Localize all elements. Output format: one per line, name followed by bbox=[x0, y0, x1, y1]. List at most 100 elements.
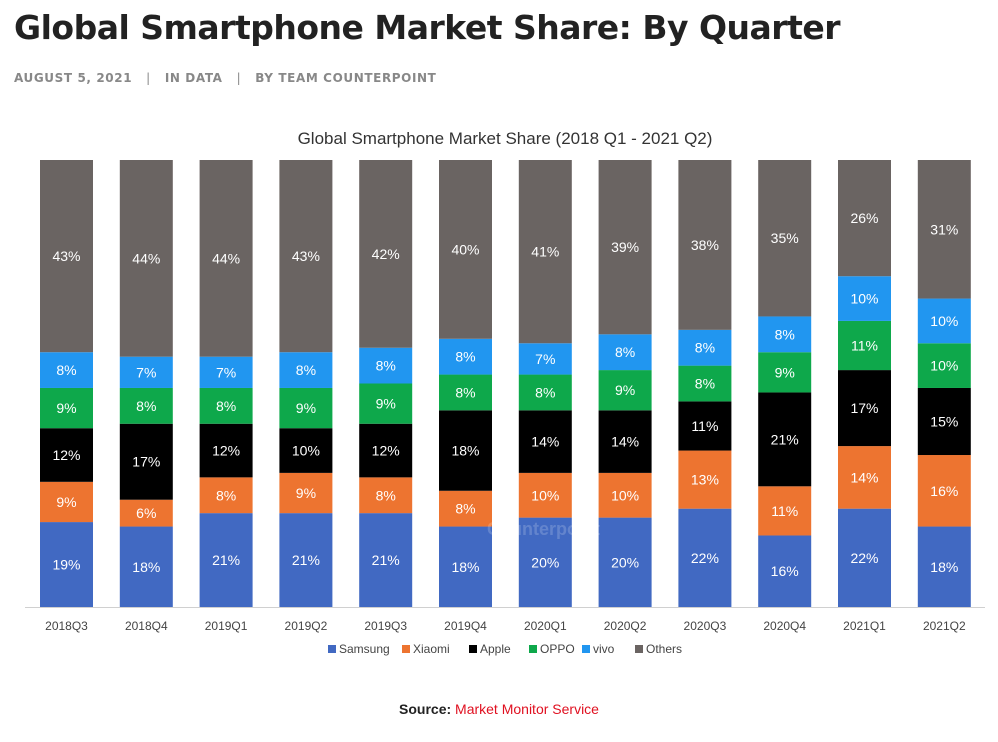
watermark-logo: Counterpoint bbox=[487, 519, 600, 539]
data-label: 7% bbox=[216, 364, 236, 380]
bar-segment-oppo bbox=[439, 374, 492, 411]
data-label: 8% bbox=[535, 384, 555, 400]
data-label: 8% bbox=[455, 384, 475, 400]
data-label: 8% bbox=[56, 362, 76, 378]
bar-segment-vivo bbox=[678, 329, 732, 366]
data-label: 7% bbox=[535, 351, 555, 367]
data-label: 11% bbox=[771, 503, 798, 519]
x-tick-label: 2018Q3 bbox=[45, 619, 88, 633]
legend-swatch-oppo bbox=[529, 645, 537, 653]
data-label: 9% bbox=[615, 382, 635, 398]
data-label: 14% bbox=[611, 434, 639, 450]
legend-label-vivo: vivo bbox=[593, 642, 615, 656]
legend-swatch-others bbox=[635, 645, 643, 653]
post-date: AUGUST 5, 2021 bbox=[14, 71, 133, 85]
x-tick-label: 2020Q1 bbox=[524, 619, 567, 633]
data-label: 18% bbox=[132, 559, 160, 575]
bar-segment-others bbox=[40, 160, 93, 353]
data-label: 21% bbox=[372, 552, 400, 568]
bar-segment-xiaomi bbox=[758, 486, 812, 536]
data-label: 8% bbox=[376, 358, 396, 374]
bar-segment-oppo bbox=[917, 343, 971, 388]
data-label: 18% bbox=[930, 559, 958, 575]
data-label: 31% bbox=[930, 221, 958, 237]
bar-segment-samsung bbox=[758, 535, 812, 607]
bar-segment-apple bbox=[678, 401, 732, 451]
x-tick-label: 2021Q2 bbox=[923, 619, 966, 633]
data-label: 9% bbox=[296, 485, 316, 501]
legend-swatch-apple bbox=[469, 645, 477, 653]
bar-segment-xiaomi bbox=[119, 499, 173, 527]
bar-segment-others bbox=[758, 160, 812, 317]
bar-segment-apple bbox=[838, 370, 891, 447]
data-label: 10% bbox=[930, 313, 958, 329]
post-author[interactable]: BY TEAM COUNTERPOINT bbox=[255, 71, 437, 85]
bar-segment-apple bbox=[518, 410, 572, 473]
bar-segment-vivo bbox=[598, 334, 652, 371]
x-tick-label: 2021Q1 bbox=[843, 619, 886, 633]
bar-segment-vivo bbox=[359, 347, 413, 384]
data-label: 8% bbox=[615, 344, 635, 360]
bar-segment-vivo bbox=[838, 276, 891, 321]
bar-segment-oppo bbox=[678, 365, 732, 402]
bar-segment-others bbox=[439, 160, 492, 339]
bar-segment-apple bbox=[439, 410, 492, 491]
data-label: 14% bbox=[850, 469, 878, 485]
bar-segment-others bbox=[518, 160, 572, 344]
data-label: 42% bbox=[372, 246, 400, 262]
legend-swatch-vivo bbox=[582, 645, 590, 653]
bar-segment-oppo bbox=[518, 374, 572, 411]
source-link[interactable]: Market Monitor Service bbox=[455, 701, 599, 717]
bar-segment-samsung bbox=[678, 508, 732, 607]
data-label: 8% bbox=[695, 376, 715, 392]
data-label: 10% bbox=[292, 443, 320, 459]
legend-label-apple: Apple bbox=[480, 642, 511, 656]
bar-segment-xiaomi bbox=[439, 490, 492, 527]
bar-segment-xiaomi bbox=[838, 446, 891, 509]
data-label: 8% bbox=[695, 340, 715, 356]
x-tick-label: 2020Q3 bbox=[684, 619, 727, 633]
legend-swatch-xiaomi bbox=[402, 645, 410, 653]
data-label: 10% bbox=[930, 358, 958, 374]
x-tick-label: 2020Q2 bbox=[604, 619, 647, 633]
data-label: 8% bbox=[216, 398, 236, 414]
post-category[interactable]: IN DATA bbox=[164, 71, 223, 85]
bar-segment-others bbox=[838, 160, 891, 277]
data-label: 9% bbox=[296, 400, 316, 416]
data-label: 40% bbox=[451, 241, 479, 257]
bar-segment-others bbox=[199, 160, 253, 357]
data-label: 22% bbox=[850, 550, 878, 566]
bar-segment-vivo bbox=[119, 356, 173, 388]
bar-segment-vivo bbox=[917, 298, 971, 344]
data-label: 8% bbox=[455, 501, 475, 517]
data-label: 44% bbox=[212, 250, 240, 266]
source-line: Source: Market Monitor Service bbox=[0, 701, 998, 717]
bar-segment-samsung bbox=[917, 526, 971, 607]
bar-segment-others bbox=[917, 160, 971, 299]
data-label: 38% bbox=[691, 237, 719, 253]
bar-segment-oppo bbox=[279, 387, 333, 429]
bar-segment-apple bbox=[758, 392, 812, 487]
article-meta: AUGUST 5, 2021 | IN DATA | BY TEAM COUNTERPO… bbox=[14, 71, 437, 85]
data-label: 8% bbox=[775, 326, 795, 342]
bar-segment-vivo bbox=[199, 356, 253, 388]
bar-segment-apple bbox=[598, 410, 652, 473]
bar-segment-others bbox=[359, 160, 413, 348]
x-tick-label: 2018Q4 bbox=[125, 619, 168, 633]
data-label: 9% bbox=[775, 364, 795, 380]
legend-label-samsung: Samsung bbox=[339, 642, 390, 656]
data-label: 41% bbox=[531, 244, 559, 260]
x-tick-label: 2019Q4 bbox=[444, 619, 487, 633]
bar-segment-apple bbox=[359, 423, 413, 478]
bar-segment-samsung bbox=[439, 526, 492, 607]
data-label: 21% bbox=[212, 552, 240, 568]
bar-segment-samsung bbox=[119, 526, 173, 607]
bar-segment-xiaomi bbox=[917, 455, 971, 527]
data-label: 18% bbox=[451, 559, 479, 575]
data-label: 35% bbox=[771, 230, 799, 246]
data-label: 43% bbox=[52, 248, 80, 264]
bar-segment-apple bbox=[917, 387, 971, 456]
bar-segment-xiaomi bbox=[40, 481, 93, 523]
bar-segment-vivo bbox=[439, 338, 492, 375]
data-label: 39% bbox=[611, 239, 639, 255]
